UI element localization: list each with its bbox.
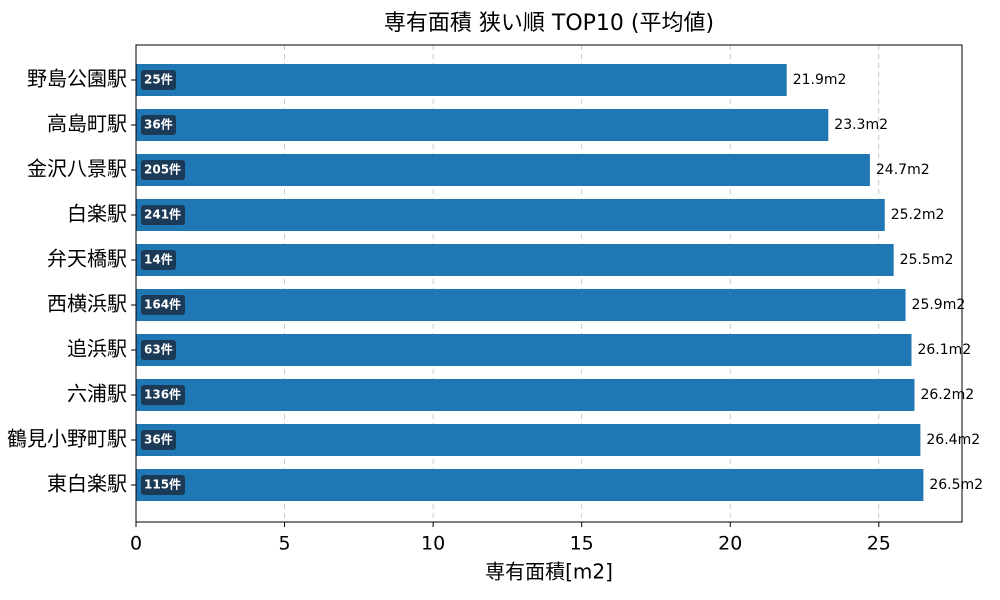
count-badge [141,250,176,270]
count-label: 14件 [144,252,173,267]
y-tick-label: 西横浜駅 [47,292,127,316]
x-tick-label: 0 [130,533,142,555]
bar [136,64,787,96]
value-label: 26.1m2 [917,342,971,358]
count-label: 205件 [144,162,181,177]
count-badge [141,115,176,135]
bar [136,109,829,141]
count-label: 25件 [144,72,173,87]
count-label: 115件 [144,477,181,492]
count-badge [141,475,185,495]
value-label: 25.5m2 [900,252,954,268]
y-tick-label: 東白楽駅 [47,472,127,496]
value-label: 23.3m2 [834,117,888,133]
value-label: 24.7m2 [876,162,930,178]
count-badge [141,205,185,225]
value-label: 26.4m2 [926,432,980,448]
bar [136,289,906,321]
y-tick-label: 六浦駅 [67,382,127,406]
bar [136,469,924,501]
plot-frame [135,44,963,523]
x-tick-label: 20 [718,533,742,555]
count-label: 63件 [144,342,173,357]
value-label: 21.9m2 [793,72,847,88]
count-badge [141,430,176,450]
count-label: 241件 [144,207,181,222]
chart-title: 専有面積 狭い順 TOP10 (平均値) [384,11,714,36]
count-badge [141,70,176,90]
count-label: 164件 [144,297,181,312]
bar [136,424,921,456]
bar [136,379,915,411]
count-badge [141,295,185,315]
value-label: 25.9m2 [912,297,966,313]
y-tick-label: 金沢八景駅 [27,157,127,181]
count-label: 136件 [144,387,181,402]
value-label: 25.2m2 [891,207,945,223]
y-tick-label: 弁天橋駅 [47,247,127,271]
y-tick-label: 追浜駅 [67,337,127,361]
count-badge [141,385,185,405]
count-label: 36件 [144,432,173,447]
y-tick-label: 高島町駅 [47,112,127,136]
x-tick-label: 10 [421,533,445,555]
x-tick-label: 15 [570,533,594,555]
count-badge [141,340,176,360]
y-tick-label: 鶴見小野町駅 [7,427,127,451]
bar [136,154,870,186]
y-tick-label: 白楽駅 [67,202,127,226]
count-label: 36件 [144,117,173,132]
bar [136,334,912,366]
value-label: 26.5m2 [929,477,983,493]
bar [136,199,885,231]
y-tick-label: 野島公園駅 [27,67,127,91]
x-tick-label: 25 [867,533,891,555]
value-label: 26.2m2 [920,387,974,403]
count-badge [141,160,185,180]
bar [136,244,894,276]
x-tick-label: 5 [279,533,291,555]
x-axis-label: 専有面積[m2] [485,560,613,584]
